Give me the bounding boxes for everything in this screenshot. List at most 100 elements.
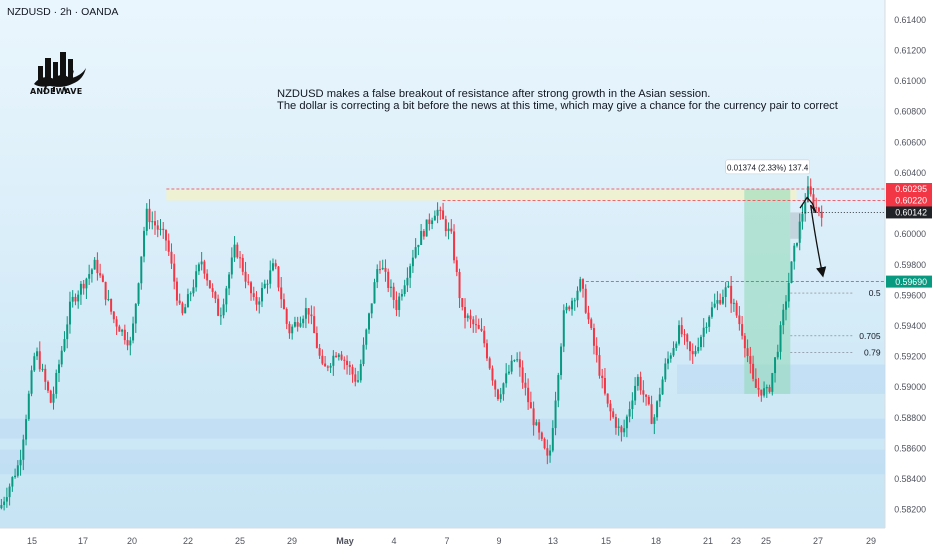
candle-body	[735, 302, 738, 316]
candle-body	[346, 360, 349, 365]
candle-body	[702, 327, 705, 337]
candle-body	[442, 210, 445, 220]
candle-body	[669, 355, 672, 359]
forecast-zigzag	[799, 196, 817, 214]
candle-body	[60, 350, 63, 365]
fib-label: 0.5	[869, 288, 881, 298]
candle-body	[162, 228, 165, 231]
candle-body	[384, 267, 387, 272]
y-tick-label: 0.59800	[894, 260, 926, 270]
price-badge-0.60142[interactable]	[886, 206, 932, 219]
price-badge-label: 0.60220	[895, 196, 927, 206]
candle-body	[513, 360, 516, 362]
candle-body	[483, 330, 486, 344]
candle-body	[41, 368, 44, 370]
y-tick-label: 0.59000	[894, 382, 926, 392]
candle-body	[776, 351, 779, 358]
candle-body	[389, 286, 392, 288]
candle-body	[757, 387, 760, 390]
candle-body	[428, 219, 431, 225]
candle-body	[90, 269, 93, 275]
candle-body	[455, 260, 458, 273]
candle-body	[195, 271, 198, 288]
plot-background	[0, 0, 885, 528]
candle-body	[25, 419, 28, 440]
candle-body	[266, 283, 269, 285]
analysis-annotation: NZDUSD makes a false breakout of resista…	[277, 88, 838, 112]
candle-body	[5, 497, 8, 502]
candle-body	[27, 393, 30, 420]
candle-body	[148, 208, 151, 223]
candle-body	[66, 324, 69, 340]
candle-body	[30, 370, 33, 394]
candle-body	[33, 356, 36, 371]
candle-body	[466, 315, 469, 318]
candle-body	[318, 347, 321, 356]
candle-body	[129, 340, 132, 346]
candle-body	[686, 334, 689, 342]
support-zone-3	[0, 449, 885, 475]
candle-body	[255, 297, 258, 305]
candle-body	[343, 359, 346, 361]
candle-body	[636, 376, 639, 386]
candle-body	[214, 291, 217, 299]
candle-body	[192, 287, 195, 294]
candle-body	[269, 270, 272, 284]
candle-body	[164, 230, 167, 241]
candle-body	[603, 378, 606, 394]
support-zone-2	[0, 418, 885, 439]
candle-body	[387, 271, 390, 288]
candle-body	[625, 416, 628, 429]
candle-body	[143, 230, 146, 257]
candle-body	[285, 309, 288, 324]
candle-body	[398, 296, 401, 311]
candle-body	[785, 301, 788, 310]
candle-body	[326, 366, 329, 368]
candle-body	[14, 475, 17, 478]
price-badge-0.59690[interactable]	[886, 275, 932, 288]
price-badge-label: 0.59690	[895, 277, 927, 287]
x-tick-label: 22	[183, 536, 193, 546]
candle-body	[107, 298, 110, 300]
candle-body	[291, 326, 294, 334]
candle-body	[549, 450, 552, 456]
candle-body	[782, 309, 785, 326]
candle-body	[480, 328, 483, 331]
candle-body	[414, 247, 417, 258]
candle-body	[678, 325, 681, 344]
candle-body	[645, 394, 648, 397]
candle-body	[47, 381, 50, 391]
price-badge-0.60220[interactable]	[886, 194, 932, 207]
candle-body	[329, 365, 332, 368]
candle-body	[502, 383, 505, 395]
candle-body	[271, 263, 274, 271]
candle-body	[261, 287, 264, 302]
candle-body	[688, 341, 691, 352]
symbol-title[interactable]: NZDUSD · 2h · OANDA	[7, 6, 119, 18]
candle-body	[376, 269, 379, 283]
candle-body	[642, 390, 645, 395]
candle-body	[494, 380, 497, 390]
candle-body	[22, 439, 25, 460]
candle-body	[444, 219, 447, 232]
time-axis-background	[0, 528, 932, 550]
candle-body	[691, 351, 694, 355]
candle-body	[258, 301, 261, 305]
measure-label: 0.01374 (2.33%) 137.4	[727, 163, 809, 172]
candle-body	[228, 274, 231, 289]
candle-body	[732, 302, 735, 304]
candle-body	[554, 400, 557, 429]
x-tick-label: 29	[287, 536, 297, 546]
candle-body	[181, 303, 184, 314]
candle-body	[370, 303, 373, 314]
candle-body	[395, 299, 398, 311]
price-badge-0.60295[interactable]	[886, 183, 932, 196]
candle-body	[206, 273, 209, 281]
candle-body	[628, 409, 631, 417]
candle-body	[252, 293, 255, 298]
candle-body	[581, 279, 584, 289]
candle-body	[768, 387, 771, 392]
logo-text: ANDEWAVE	[30, 87, 83, 96]
